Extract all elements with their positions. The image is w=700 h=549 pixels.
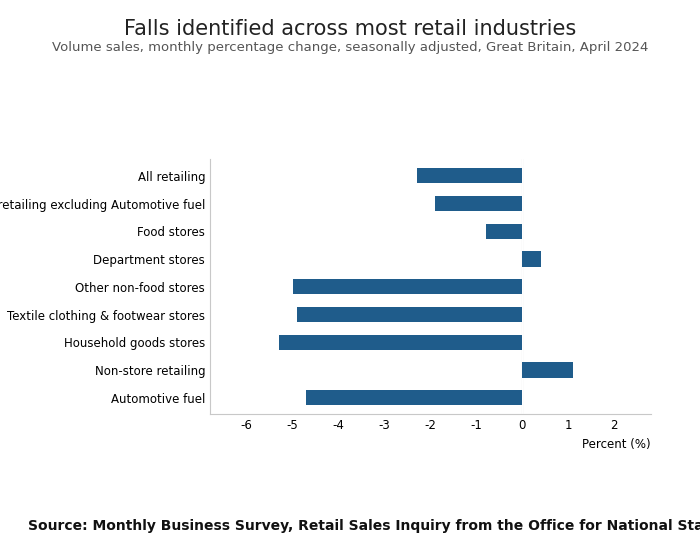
Bar (486, 224, 522, 239)
Bar (522, 362, 573, 378)
Text: Volume sales, monthly percentage change, seasonally adjusted, Great Britain, Apr: Volume sales, monthly percentage change,… (52, 41, 648, 54)
Bar (298, 307, 522, 322)
Text: Falls identified across most retail industries: Falls identified across most retail indu… (124, 19, 576, 39)
Bar (279, 335, 522, 350)
Bar (522, 251, 540, 267)
Bar (293, 279, 522, 294)
Bar (416, 168, 522, 183)
X-axis label: Percent (%): Percent (%) (582, 438, 651, 451)
Bar (435, 196, 522, 211)
Bar (307, 390, 522, 406)
Text: Source: Monthly Business Survey, Retail Sales Inquiry from the Office for Nation: Source: Monthly Business Survey, Retail … (28, 519, 700, 533)
